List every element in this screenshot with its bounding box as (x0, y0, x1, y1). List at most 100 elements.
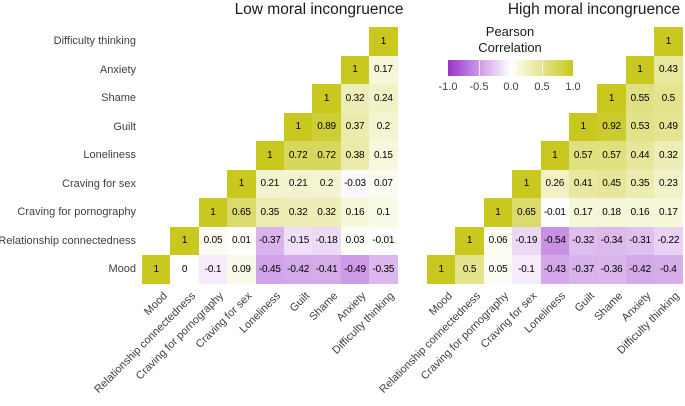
y-axis-labels: Difficulty thinking Anxiety Shame Guilt Lone… (0, 27, 136, 284)
heatmap-cell: 0.26 (540, 169, 569, 198)
heatmap-cell: 0.17 (654, 198, 683, 227)
heatmap-cell: 0.23 (654, 169, 683, 198)
heatmap-cell: 0.57 (569, 141, 598, 170)
heatmap-cell: 0.1 (369, 198, 398, 227)
heatmap-cell: -0.32 (569, 226, 598, 255)
colorbar-gradient (448, 60, 573, 76)
x-axis-label: Guilt (572, 290, 597, 315)
heatmap-cell: -0.01 (540, 198, 569, 227)
colorbar-tick-mark (479, 60, 481, 76)
heatmap-cell: -0.31 (625, 226, 655, 255)
heatmap-cell: -0.45 (255, 255, 284, 284)
heatmap-cell: 0.89 (312, 112, 341, 141)
heatmap-cell: 0.32 (340, 84, 370, 113)
heatmap-cell: 0.35 (255, 198, 284, 227)
heatmap-cell: -0.4 (654, 255, 683, 284)
y-axis-label: Shame (101, 92, 136, 105)
colorbar-tick-mark (510, 60, 512, 76)
panel-title-low-moral-incongruence: Low moral incongruence (234, 1, 404, 18)
heatmap-cell: 0.09 (227, 255, 256, 284)
heatmap-cell: 1 (312, 84, 341, 113)
heatmap-cell: 0.5 (455, 255, 484, 284)
legend-title: Pearson Correlation (430, 24, 590, 57)
heatmap-cell: 0.03 (340, 226, 370, 255)
heatmap-cell: 0.65 (227, 198, 256, 227)
heatmap-cell: 0.43 (654, 55, 683, 84)
heatmap-cell: 1 (284, 112, 313, 141)
heatmap-cell: 0.32 (654, 141, 683, 170)
colorbar-tick-mark (541, 60, 543, 76)
legend-tick-label: 0.0 (503, 81, 519, 93)
y-axis-label: Craving for sex (62, 177, 136, 190)
heatmap-cell: -0.35 (369, 255, 398, 284)
heatmap-cell: -0.42 (284, 255, 313, 284)
heatmap-cell: 1 (597, 84, 626, 113)
heatmap-cell: 0.17 (569, 198, 598, 227)
heatmap-cell: 1 (540, 141, 569, 170)
heatmap-cell: 0.05 (198, 226, 228, 255)
heatmap-cell: 1 (427, 255, 456, 284)
heatmap-cell: 1 (255, 141, 284, 170)
heatmap-cell: 0.44 (625, 141, 655, 170)
heatmap-cell: 0.21 (255, 169, 284, 198)
heatmap-cell: 0.72 (284, 141, 313, 170)
heatmap-cell: 0.38 (340, 141, 370, 170)
legend-tick-label: -1.0 (438, 81, 458, 93)
heatmap-cell: -0.15 (284, 226, 313, 255)
heatmap-cell: 0.15 (369, 141, 398, 170)
x-axis-label: Shame (306, 290, 341, 324)
x-axis-label: Shame (591, 290, 626, 324)
heatmap-cell: -0.49 (340, 255, 370, 284)
heatmap-cell: 1 (512, 169, 541, 198)
panel-title-high-moral-incongruence: High moral incongruence (507, 1, 681, 18)
y-axis-label: Difficulty thinking (53, 35, 136, 48)
heatmap-cell: 0.06 (483, 226, 513, 255)
heatmap-cell: 1 (625, 55, 655, 84)
heatmap-cell: -0.41 (312, 255, 341, 284)
heatmap-cell: -0.37 (569, 255, 598, 284)
heatmap-cell: 0 (170, 255, 199, 284)
heatmap-cell: -0.01 (369, 226, 398, 255)
x-axis-label: Guilt (287, 290, 312, 315)
heatmap-cell: -0.03 (340, 169, 370, 198)
heatmap-cell: 0.41 (569, 169, 598, 198)
heatmap-cell: 1 (170, 226, 199, 255)
heatmap-cell: -0.34 (597, 226, 626, 255)
heatmap-cell: 1 (340, 55, 370, 84)
heatmap-cell: 0.32 (284, 198, 313, 227)
heatmap-cell: -0.1 (198, 255, 228, 284)
heatmap-cell: 0.72 (312, 141, 341, 170)
heatmap-cell: 0.57 (597, 141, 626, 170)
heatmap-cell: -0.43 (540, 255, 569, 284)
heatmap-cell: 1 (483, 198, 513, 227)
heatmap-cell: 0.16 (340, 198, 370, 227)
heatmap-cell: 1 (198, 198, 228, 227)
heatmap-cell: 1 (227, 169, 256, 198)
y-axis-label: Mood (108, 263, 136, 276)
heatmap-cell: 1 (142, 255, 171, 284)
heatmap-cell: 0.92 (597, 112, 626, 141)
heatmap-cell: 0.24 (369, 84, 398, 113)
heatmap-cell: 0.53 (625, 112, 655, 141)
heatmap-cell: 0.2 (312, 169, 341, 198)
heatmap-cell: 0.55 (625, 84, 655, 113)
heatmap-cell: 1 (654, 27, 683, 56)
y-axis-label: Anxiety (99, 63, 136, 76)
legend-tick-label: 1.0 (565, 81, 581, 93)
heatmap-cell: -0.18 (312, 226, 341, 255)
heatmap-high: 1 1 0.43 1 0.55 0.5 1 0.92 0.53 0.49 1 0.57 0.57 0.44… (427, 27, 683, 284)
heatmap-cell: 0.35 (625, 169, 655, 198)
heatmap-cell: 0.21 (284, 169, 313, 198)
heatmap-cell: 0.2 (369, 112, 398, 141)
heatmap-cell: -0.36 (597, 255, 626, 284)
legend-title-line1: Pearson (485, 24, 535, 39)
heatmap-cell: 0.17 (369, 55, 398, 84)
heatmap-cell: -0.54 (540, 226, 569, 255)
y-axis-label: Guilt (113, 120, 136, 133)
heatmap-cell: 0.49 (654, 112, 683, 141)
heatmap-low: 1 1 0.17 1 0.32 0.24 1 0.89 0.37 0.2 1 0.72 0.72 0.38… (142, 27, 398, 284)
heatmap-cell: 0.01 (227, 226, 256, 255)
heatmap-cell: 0.16 (625, 198, 655, 227)
heatmap-cell: 0.37 (340, 112, 370, 141)
